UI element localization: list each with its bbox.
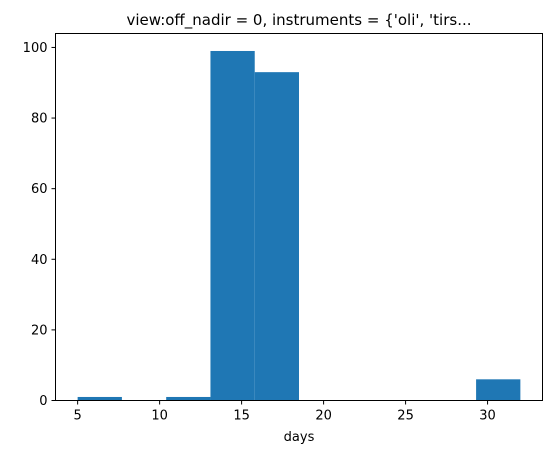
y-tick-label: 100 [23, 41, 48, 56]
y-tick-label: 0 [39, 394, 47, 409]
x-axis-label: days [284, 430, 315, 445]
x-tick-label: 15 [233, 409, 250, 424]
x-tick-label: 25 [397, 409, 414, 424]
histogram-bar [210, 51, 254, 401]
chart-title: view:off_nadir = 0, instruments = {'oli'… [126, 11, 471, 30]
x-tick-label: 20 [315, 409, 332, 424]
histogram-bar [476, 379, 520, 400]
y-tick-label: 60 [31, 182, 48, 197]
y-tick-label: 20 [31, 323, 48, 338]
histogram-bar [255, 72, 299, 400]
x-tick-label: 10 [151, 409, 168, 424]
y-tick-label: 80 [31, 112, 48, 127]
histogram-bar [78, 397, 122, 401]
x-tick-label: 30 [479, 409, 496, 424]
y-tick-label: 40 [31, 253, 48, 268]
histogram-bar [166, 397, 210, 401]
x-tick-label: 5 [73, 409, 81, 424]
